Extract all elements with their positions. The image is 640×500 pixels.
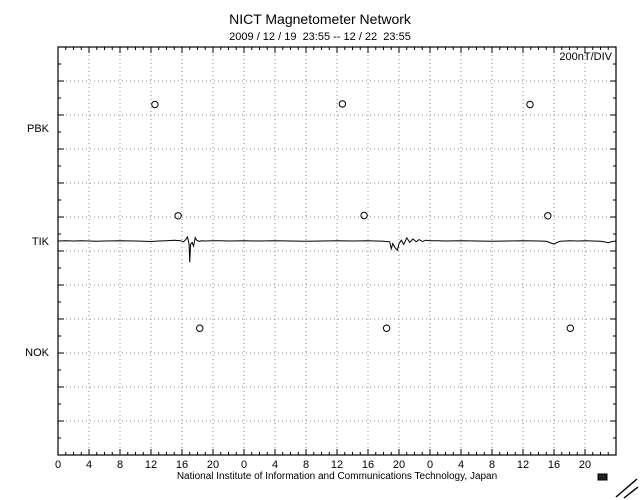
x-tick-label: 20 (393, 459, 405, 471)
marker-circle (174, 212, 182, 220)
station-label: NOK (25, 347, 50, 359)
station-label: TIK (32, 236, 50, 248)
corner-glyph-icon (597, 473, 639, 499)
marker-circle (566, 324, 574, 332)
x-tick-label: 8 (489, 459, 495, 471)
x-tick-label: 12 (145, 459, 157, 471)
x-tick-label: 16 (548, 459, 560, 471)
x-tick-label: 0 (427, 459, 433, 471)
institute-footer-text: National Institute of Information and Co… (176, 471, 498, 482)
marker-circle (382, 324, 391, 332)
x-axis-labels: 0 4 8 12 16 20 0 4 8 12 16 20 0 4 8 12 16 20 (55, 459, 591, 471)
marker-circle (526, 100, 534, 109)
x-tick-label: 4 (86, 459, 92, 471)
station-labels: PBK TIK NOK (25, 123, 50, 359)
marker-circle (338, 100, 347, 108)
station-label: PBK (27, 123, 50, 135)
data-point-markers (151, 100, 574, 332)
grid-lines (58, 47, 616, 455)
x-tick-label: 8 (117, 459, 123, 471)
x-tick-label: 12 (517, 459, 529, 471)
x-tick-label: 20 (207, 459, 219, 471)
x-tick-label: 12 (331, 459, 343, 471)
axis-ticks (57, 46, 617, 456)
marker-circle (544, 212, 552, 220)
x-tick-label: 4 (272, 459, 278, 471)
x-tick-label: 20 (579, 459, 591, 471)
chart-date-range: 2009 / 12 / 19 23:55 -- 12 / 22 23:55 (229, 31, 411, 43)
marker-circle (196, 324, 204, 332)
chart-title: NICT Magnetometer Network (229, 11, 411, 27)
x-tick-label: 0 (55, 459, 61, 471)
x-tick-label: 16 (176, 459, 188, 471)
x-tick-label: 8 (303, 459, 309, 471)
x-tick-label: 16 (362, 459, 374, 471)
x-tick-label: 4 (458, 459, 464, 471)
x-tick-label: 0 (241, 459, 247, 471)
marker-circle (360, 211, 368, 220)
scale-per-division-label: 200nT/DIV (559, 51, 612, 63)
marker-circle (151, 100, 159, 109)
tik-trace-line (57, 235, 617, 263)
